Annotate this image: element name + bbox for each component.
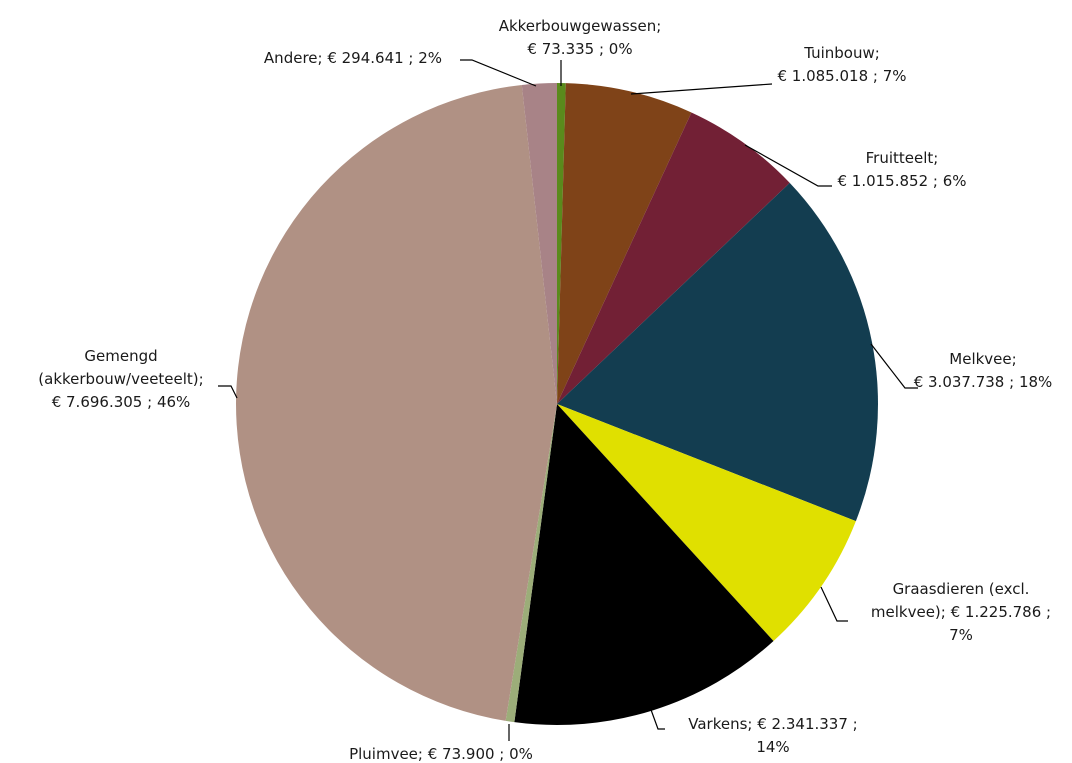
data-label-akkerbouwgewassen: Akkerbouwgewassen; € 73.335 ; 0% xyxy=(499,17,662,58)
leader-line-graasdieren-excl-melkvee xyxy=(820,586,848,622)
leader-line-andere xyxy=(460,59,537,87)
data-label-pluimvee: Pluimvee; € 73.900 ; 0% xyxy=(349,745,533,763)
data-label-line: Melkvee; xyxy=(949,350,1016,368)
leader-lines xyxy=(218,59,918,741)
data-label-fruitteelt: Fruitteelt; € 1.015.852 ; 6% xyxy=(837,149,966,190)
slice-melkvee xyxy=(557,182,878,522)
slice-varkens xyxy=(514,404,774,726)
data-label-line: 7% xyxy=(949,626,973,644)
slice-andere xyxy=(521,83,557,404)
slice-graasdieren-excl-melkvee xyxy=(557,404,856,642)
data-label-line: € 7.696.305 ; 46% xyxy=(52,393,191,411)
data-label-gemengd-akkerbouw-veeteelt: Gemengd (akkerbouw/veeteelt); € 7.696.305 … xyxy=(38,347,203,411)
data-label-line: Varkens; € 2.341.337 ; xyxy=(688,715,857,733)
data-label-line: Gemengd xyxy=(84,347,157,365)
leader-line-tuinbouw xyxy=(630,83,773,95)
data-label-graasdieren-excl-melkvee: Graasdieren (excl. melkvee); € 1.225.786 … xyxy=(871,580,1051,644)
data-label-line: Akkerbouwgewassen; xyxy=(499,17,662,35)
data-label-line: Tuinbouw; xyxy=(803,44,880,62)
data-label-line: melkvee); € 1.225.786 ; xyxy=(871,603,1051,621)
pie-slices xyxy=(236,83,878,726)
data-label-line: € 1.015.852 ; 6% xyxy=(837,172,966,190)
data-label-line: Graasdieren (excl. xyxy=(893,580,1030,598)
slice-tuinbouw xyxy=(557,83,692,405)
data-label-line: 14% xyxy=(756,738,789,756)
data-label-line: € 3.037.738 ; 18% xyxy=(914,373,1053,391)
slice-labels: Akkerbouwgewassen; € 73.335 ; 0% Tuinbouw;… xyxy=(38,17,1052,763)
slice-gemengd-akkerbouw-veeteelt xyxy=(236,84,557,721)
data-label-line: (akkerbouw/veeteelt); xyxy=(38,370,203,388)
data-label-line: Fruitteelt; xyxy=(866,149,939,167)
data-label-line: Pluimvee; € 73.900 ; 0% xyxy=(349,745,533,763)
data-label-melkvee: Melkvee; € 3.037.738 ; 18% xyxy=(914,350,1053,391)
slice-fruitteelt xyxy=(557,112,790,404)
leader-line-varkens xyxy=(649,706,665,730)
slice-pluimvee xyxy=(505,404,557,723)
data-label-line: Andere; € 294.641 ; 2% xyxy=(264,49,442,67)
data-label-line: € 73.335 ; 0% xyxy=(527,40,632,58)
leader-line-melkvee xyxy=(870,343,918,389)
leader-line-fruitteelt xyxy=(744,144,832,187)
data-label-line: € 1.085.018 ; 7% xyxy=(777,67,906,85)
data-label-andere: Andere; € 294.641 ; 2% xyxy=(264,49,442,67)
leader-line-gemengd-akkerbouw-veeteelt xyxy=(218,385,238,399)
slice-akkerbouwgewassen xyxy=(557,83,566,404)
data-label-varkens: Varkens; € 2.341.337 ; 14% xyxy=(688,715,857,756)
data-label-tuinbouw: Tuinbouw; € 1.085.018 ; 7% xyxy=(777,44,906,85)
